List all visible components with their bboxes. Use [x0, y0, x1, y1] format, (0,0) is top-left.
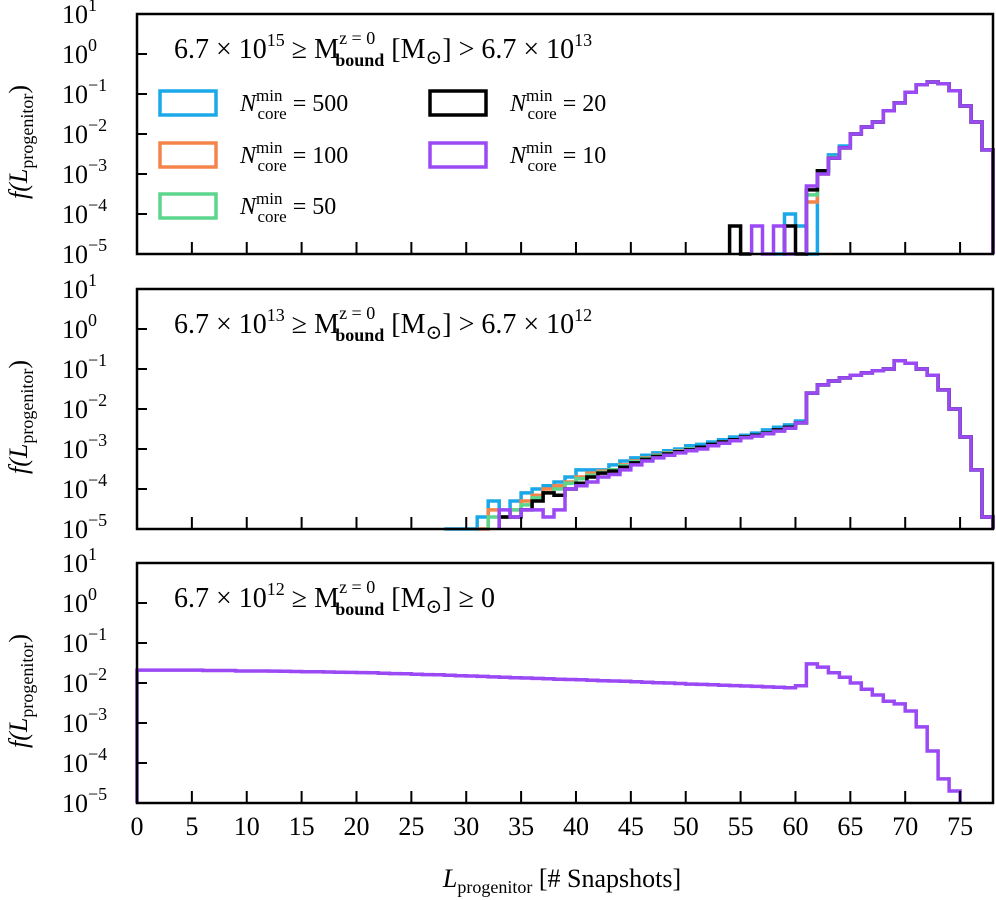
series-20-panel-2	[497, 359, 995, 529]
x-tick-label: 5	[185, 812, 198, 841]
legend-swatch-1	[158, 89, 218, 117]
x-tick-label: 45	[618, 812, 644, 841]
series-100-panel-1	[804, 80, 995, 254]
x-axis-label: Lprogenitor [# Snapshots]	[442, 864, 681, 897]
panel-title-3: 6.7 × 1012 ≥ Mz = 0 bound [M⊙] ≥ 0	[174, 577, 495, 619]
y-tick-label: 10−5	[62, 784, 107, 818]
y-tick-label: 10−4	[62, 470, 107, 504]
legend-swatch-3	[158, 192, 218, 220]
x-tick-label: 60	[782, 812, 808, 841]
y-tick-label: 10−4	[62, 195, 107, 229]
y-axis-label: f(Lprogenitor)	[4, 634, 37, 748]
x-tick-label: 10	[234, 812, 260, 841]
panel-3: 0 5 10 15 20 25 30 35 40 45 50 55 60 65 70 75 101 100 10−1…	[4, 544, 995, 841]
series-20-panel-1	[727, 80, 995, 256]
y-tick-label: 101	[62, 270, 97, 304]
y-tick-label: 10−2	[62, 390, 107, 424]
legend-swatch-2	[158, 141, 218, 169]
panel-1: 101 100 10−1 10−2 10−3 10−4 10−5 f(Lprogenitor)…	[4, 0, 995, 269]
x-tick-label: 70	[892, 812, 918, 841]
x-tick-label: 40	[563, 812, 589, 841]
y-tick-label: 10−1	[62, 75, 107, 109]
legend-label-2: Nmin core = 100	[239, 138, 348, 175]
x-tick-label: 75	[947, 812, 973, 841]
y-tick-label: 10−3	[62, 155, 107, 189]
series-10-panel-2	[497, 359, 995, 529]
y-tick-label: 101	[62, 544, 97, 578]
x-tick-label: 30	[453, 812, 479, 841]
legend-label-1: Nmin core = 500	[239, 86, 348, 123]
y-tick-label: 10−5	[62, 510, 107, 544]
x-tick-label: 55	[728, 812, 754, 841]
y-tick-label: 10−2	[62, 664, 107, 698]
legend-label-5: Nmin core = 10	[509, 138, 606, 175]
y-tick-label: 100	[62, 310, 97, 344]
series-10-panel-1	[749, 80, 995, 256]
panel-title-1: 6.7 × 1015 ≥ Mz = 0 bound [M⊙] > 6.7 × 10…	[174, 28, 592, 70]
y-tick-label: 10−1	[62, 350, 107, 384]
series-100-panel-2	[477, 359, 995, 531]
y-axis-label: f(Lprogenitor)	[4, 85, 37, 199]
y-axis-label: f(Lprogenitor)	[4, 360, 37, 474]
x-tick-label: 0	[131, 812, 144, 841]
x-tick-label: 50	[673, 812, 699, 841]
legend-swatch-5	[428, 141, 488, 169]
series-10-panel-3	[135, 662, 962, 803]
panel-title-2: 6.7 × 1013 ≥ Mz = 0 bound [M⊙] > 6.7 × 10…	[174, 303, 592, 345]
x-tick-label: 25	[398, 812, 424, 841]
x-tick-label: 35	[508, 812, 534, 841]
y-tick-label: 10−5	[62, 235, 107, 269]
y-tick-label: 100	[62, 35, 97, 69]
y-tick-label: 10−1	[62, 624, 107, 658]
y-tick-label: 10−3	[62, 704, 107, 738]
legend-label-3: Nmin core = 50	[239, 189, 336, 226]
x-tick-label: 20	[343, 812, 369, 841]
legend-swatch-4	[428, 89, 488, 117]
panel-2: 101 100 10−1 10−2 10−3 10−4 10−5 f(Lprogenitor)…	[4, 270, 995, 544]
y-tick-label: 101	[62, 0, 97, 29]
legend-label-4: Nmin core = 20	[509, 86, 606, 123]
y-tick-label: 10−4	[62, 744, 107, 778]
series-50-panel-1	[804, 80, 995, 254]
y-tick-label: 10−3	[62, 430, 107, 464]
x-tick-label: 65	[837, 812, 863, 841]
x-tick-label: 15	[289, 812, 315, 841]
y-tick-label: 10−2	[62, 115, 107, 149]
y-tick-label: 100	[62, 584, 97, 618]
